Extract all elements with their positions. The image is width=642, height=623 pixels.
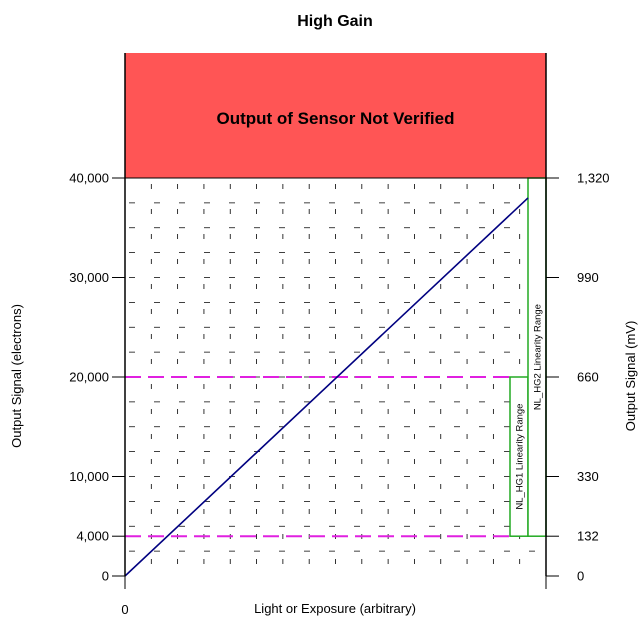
linearity-range-label: NL_HG2 Linearity Range: [533, 304, 544, 410]
y-axis-label: Output Signal (electrons): [9, 304, 24, 448]
y-tick-label: 30,000: [69, 270, 109, 285]
y2-tick-label: 1,320: [577, 171, 610, 186]
linearity-ranges: NL_HG1 Linearity Range NL_HG2 Linearity R…: [509, 177, 547, 537]
y2-tick-label: 132: [577, 529, 599, 544]
x-tick-label: 0: [121, 602, 128, 617]
y2-tick-label: 990: [577, 270, 599, 285]
banner-not-verified: [125, 53, 546, 178]
chart-title: High Gain: [297, 13, 373, 30]
axes: [124, 53, 547, 576]
y2-tick-label: 330: [577, 469, 599, 484]
linearity-range-label: NL_HG1 Linearity Range: [515, 404, 526, 510]
y-tick-label: 40,000: [69, 171, 109, 186]
y2-tick-label: 660: [577, 370, 599, 385]
y2-ticks: 0 132 330 660 990 1,320: [546, 171, 610, 584]
series-line: [124, 197, 529, 577]
y-tick-label: 4,000: [76, 529, 109, 544]
y-ticks: 0 4,000 10,000 20,000 30,000 40,000: [69, 171, 125, 584]
grid: [125, 178, 546, 576]
y2-tick-label: 0: [577, 569, 584, 584]
banner-label: Output of Sensor Not Verified: [216, 109, 454, 128]
series: [124, 197, 529, 577]
y-tick-label: 0: [102, 569, 109, 584]
y-tick-label: 10,000: [69, 469, 109, 484]
y2-axis-label: Output Signal (mV): [623, 321, 638, 432]
y-tick-label: 20,000: [69, 370, 109, 385]
x-ticks: 0: [121, 576, 547, 617]
x-axis-label: Light or Exposure (arbitrary): [254, 601, 416, 616]
threshold-lines: [125, 376, 510, 538]
